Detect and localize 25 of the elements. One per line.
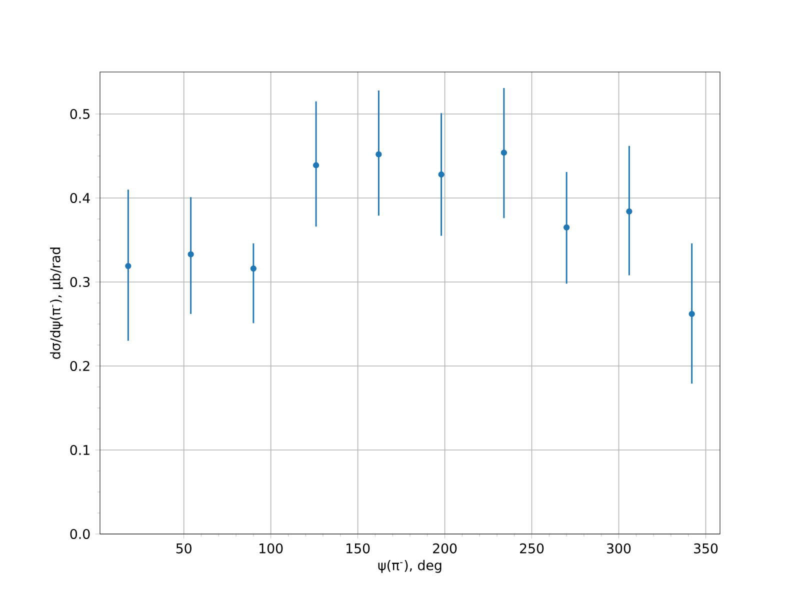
y-tick-label: 0.1 <box>70 444 90 456</box>
x-tick-label: 100 <box>260 543 283 554</box>
point <box>438 171 444 178</box>
point <box>376 151 382 158</box>
x-tick-label: 50 <box>176 543 192 554</box>
y-tick-label: 0.0 <box>70 528 90 540</box>
point <box>626 208 632 215</box>
x-tick-label: 350 <box>694 543 718 554</box>
y-tick-label: 0.3 <box>70 276 90 288</box>
x-tick-label: 200 <box>433 543 457 554</box>
point <box>125 262 132 270</box>
point <box>564 224 570 230</box>
point <box>500 150 508 156</box>
x-axis-title: ψ(π$^{-}$), deg <box>378 560 442 573</box>
point <box>688 310 695 317</box>
y-tick-label: 0.2 <box>70 360 90 372</box>
point <box>250 265 257 272</box>
y-tick-label: 0.4 <box>70 192 90 204</box>
point <box>188 251 194 258</box>
y-axis-title: dσ/dψ(π$^{-}$), μb/rad <box>50 248 63 359</box>
point <box>312 162 320 168</box>
x-tick-label: 250 <box>520 543 544 554</box>
x-tick-label: 300 <box>607 543 631 554</box>
x-tick-label: 150 <box>346 543 370 554</box>
y-tick-label: 0.5 <box>70 108 90 120</box>
